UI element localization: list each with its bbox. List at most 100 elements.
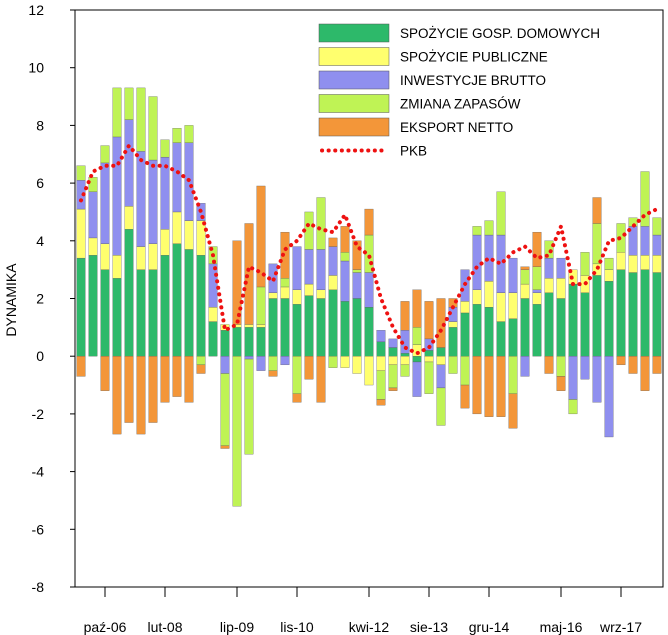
bar-segment-s1-q7 bbox=[160, 229, 170, 256]
bar-segment-s4-q5 bbox=[136, 356, 146, 435]
bar-segment-s4-q19 bbox=[304, 356, 314, 380]
bar-segment-s4-q22 bbox=[340, 226, 350, 253]
bar-segment-s2-q19 bbox=[304, 249, 314, 285]
bar-segment-s0-q5 bbox=[136, 269, 146, 357]
bar-segment-s2-q6 bbox=[148, 159, 158, 244]
bar-segment-s1-q36 bbox=[508, 292, 518, 319]
bar-segment-s4-q3 bbox=[112, 356, 122, 435]
bar-segment-s1-q46 bbox=[628, 255, 638, 273]
bar-segment-s2-q2 bbox=[100, 162, 110, 244]
bar-segment-s2-q15 bbox=[256, 356, 266, 371]
bar-segment-s1-q20 bbox=[316, 289, 326, 299]
bar-segment-s3-q42 bbox=[580, 252, 590, 276]
bar-segment-s3-q30 bbox=[436, 387, 446, 426]
bar-segment-s3-q41 bbox=[568, 399, 578, 415]
bar-segment-s1-q45 bbox=[616, 252, 626, 270]
bar-segment-s4-q8 bbox=[172, 356, 182, 397]
bar-segment-s3-q48 bbox=[652, 217, 662, 236]
bar-segment-s1-q1 bbox=[88, 237, 98, 256]
bar-segment-s0-q19 bbox=[304, 295, 314, 357]
bar-segment-s1-q27 bbox=[400, 356, 410, 366]
bar-segment-s3-q25 bbox=[376, 370, 386, 400]
bar-segment-s4-q24 bbox=[364, 208, 374, 236]
bar-segment-s0-q12 bbox=[220, 330, 230, 357]
bar-segment-s0-q48 bbox=[652, 272, 662, 357]
bar-segment-s3-q27 bbox=[400, 364, 410, 377]
bar-segment-s3-q2 bbox=[100, 145, 110, 164]
bar-segment-s2-q36 bbox=[508, 257, 518, 293]
bar-segment-s4-q2 bbox=[100, 356, 110, 391]
bar-segment-s0-q8 bbox=[172, 243, 182, 357]
bar-segment-s1-q32 bbox=[460, 301, 470, 314]
y-tick-label: 2 bbox=[36, 291, 44, 307]
bar-segment-s3-q18 bbox=[292, 356, 302, 394]
bar-segment-s0-q34 bbox=[484, 307, 494, 357]
bar-segment-s0-q22 bbox=[340, 301, 350, 357]
bar-segment-s3-q17 bbox=[280, 278, 290, 288]
bar-segment-s3-q5 bbox=[136, 87, 146, 152]
bar-segment-s1-q18 bbox=[292, 289, 302, 305]
bar-segment-s2-q23 bbox=[352, 272, 362, 299]
bar-segment-s0-q45 bbox=[616, 269, 626, 357]
bar-segment-s3-q40 bbox=[556, 356, 566, 377]
bar-segment-s4-q12 bbox=[220, 445, 230, 449]
legend-label: SPOŻYCIE PUBLICZNE bbox=[400, 50, 548, 65]
bar-segment-s1-q29 bbox=[424, 356, 434, 363]
bar-segment-s2-q25 bbox=[376, 330, 386, 342]
y-tick-label: 6 bbox=[36, 175, 44, 191]
bar-segment-s2-q39 bbox=[544, 257, 554, 279]
bar-segment-s3-q9 bbox=[184, 125, 194, 143]
bar-segment-s2-q18 bbox=[292, 246, 302, 291]
bar-segment-s1-q21 bbox=[328, 275, 338, 291]
bar-segment-s1-q30 bbox=[436, 356, 446, 366]
bar-segment-s4-q13 bbox=[232, 240, 242, 325]
bar-segment-s4-q40 bbox=[556, 376, 566, 391]
bar-segment-s1-q16 bbox=[268, 292, 278, 299]
legend: SPOŻYCIE GOSP. DOMOWYCH SPOŻYCIE PUBLICZN… bbox=[318, 23, 600, 159]
bar-segment-s1-q6 bbox=[148, 243, 158, 270]
bar-segment-s4-q30 bbox=[436, 298, 446, 348]
bar-segment-s0-q26 bbox=[388, 347, 398, 357]
bar-segment-s1-q38 bbox=[532, 292, 542, 305]
bar-segment-s2-q12 bbox=[220, 356, 230, 374]
bar-segment-s4-q48 bbox=[652, 356, 662, 374]
bar-segment-s2-q42 bbox=[580, 356, 590, 380]
bar-segment-s1-q40 bbox=[556, 278, 566, 299]
bar-segment-s4-q7 bbox=[160, 356, 170, 403]
bar-segment-s2-q47 bbox=[640, 226, 650, 256]
y-tick-label: -4 bbox=[32, 464, 45, 480]
bar-segment-s0-q44 bbox=[604, 281, 614, 357]
legend-label: SPOŻYCIE GOSP. DOMOWYCH bbox=[400, 26, 600, 41]
bar-segment-s2-q30 bbox=[436, 364, 446, 389]
axes-layer: -8 -6 -4 -2 0 2 4 6 8 10 12 paź-06 lut-08 lip-09 lis-1… bbox=[28, 2, 664, 635]
bar-segment-s1-q8 bbox=[172, 211, 182, 244]
bar-segment-s2-q44 bbox=[604, 356, 614, 438]
bar-segment-s0-q30 bbox=[436, 347, 446, 357]
bar-segment-s2-q38 bbox=[532, 289, 542, 293]
bar-segment-s4-q16 bbox=[268, 370, 278, 377]
bar-segment-s1-q17 bbox=[280, 286, 290, 299]
bar-segment-s4-q0 bbox=[76, 356, 86, 377]
bar-segment-s4-q9 bbox=[184, 356, 194, 403]
bar-segment-s0-q38 bbox=[532, 304, 542, 357]
bar-segment-s3-q23 bbox=[352, 269, 362, 273]
legend-swatch bbox=[318, 47, 390, 66]
bar-segment-s0-q33 bbox=[472, 304, 482, 357]
bar-segment-s0-q0 bbox=[76, 257, 86, 357]
bar-segment-s3-q26 bbox=[388, 364, 398, 389]
y-tick-label: 8 bbox=[36, 117, 44, 133]
bar-segment-s3-q35 bbox=[496, 191, 506, 236]
bar-segment-s1-q48 bbox=[652, 255, 662, 273]
bar-segment-s3-q4 bbox=[124, 87, 134, 120]
bar-segment-s0-q39 bbox=[544, 292, 554, 357]
bar-segment-s2-q4 bbox=[124, 119, 134, 207]
bar-segment-s3-q16 bbox=[268, 356, 278, 371]
bar-segment-s0-q46 bbox=[628, 272, 638, 357]
bar-segment-s4-q21 bbox=[328, 237, 338, 247]
bars-layer bbox=[76, 87, 662, 507]
bar-segment-s0-q24 bbox=[364, 307, 374, 357]
bar-segment-s4-q18 bbox=[292, 393, 302, 403]
y-tick-label: 12 bbox=[28, 2, 44, 18]
bar-segment-s2-q43 bbox=[592, 356, 602, 403]
bar-segment-s1-q25 bbox=[376, 356, 386, 371]
